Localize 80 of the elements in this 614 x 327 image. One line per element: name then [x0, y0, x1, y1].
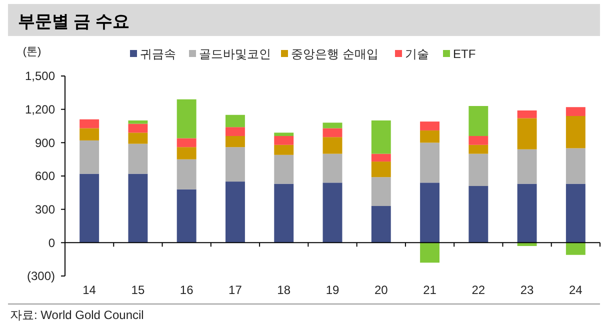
- bar: [226, 147, 245, 182]
- y-axis-title: (톤): [22, 46, 42, 58]
- bar: [274, 144, 294, 155]
- y-tick-label: 300: [34, 202, 56, 217]
- bar: [517, 149, 537, 184]
- bar: [371, 162, 391, 178]
- bar: [420, 130, 440, 143]
- bar: [274, 132, 294, 136]
- legend-label: 기술: [405, 47, 429, 61]
- bar: [322, 137, 342, 154]
- bar: [226, 127, 245, 136]
- legend-label: 귀금속: [140, 47, 176, 61]
- legend-label: 중앙은행 순매입: [291, 47, 378, 61]
- bar: [80, 119, 100, 128]
- bar: [176, 99, 196, 138]
- bar: [566, 184, 586, 243]
- bar: [566, 116, 586, 148]
- bar: [420, 182, 440, 243]
- bar: [176, 138, 196, 148]
- bar: [566, 107, 586, 116]
- bar: [322, 122, 342, 128]
- bar: [128, 124, 148, 133]
- bar: [566, 242, 586, 255]
- bar: [274, 154, 294, 184]
- bar: [322, 182, 342, 243]
- bar: [468, 144, 488, 154]
- x-tick-label: 15: [131, 283, 145, 297]
- bar: [371, 177, 391, 206]
- bar: [274, 184, 294, 243]
- x-tick-label: 19: [326, 283, 340, 297]
- x-tick-label: 23: [520, 283, 534, 297]
- bar: [226, 136, 245, 148]
- bar: [128, 132, 148, 144]
- legend-label: 골드바및코인: [199, 47, 271, 61]
- bar: [517, 118, 537, 150]
- bar: [517, 184, 537, 243]
- x-tick-label: 22: [472, 283, 486, 297]
- bar: [468, 186, 488, 243]
- bar: [517, 110, 537, 118]
- x-tick-label: 14: [82, 283, 96, 297]
- x-tick-label: 20: [374, 283, 388, 297]
- bar: [468, 106, 488, 136]
- bar: [468, 154, 488, 186]
- bar: [371, 120, 391, 154]
- y-tick-label: 900: [34, 136, 56, 150]
- y-tick-label: (300): [26, 269, 55, 284]
- bar: [176, 147, 196, 160]
- y-tick-label: 0: [48, 236, 56, 250]
- x-tick-label: 18: [277, 283, 291, 297]
- legend-label: ETF: [453, 47, 476, 61]
- bar: [420, 242, 440, 263]
- bar: [80, 174, 100, 243]
- bar: [176, 189, 196, 243]
- bar: [128, 144, 148, 174]
- bar: [226, 182, 245, 243]
- bar: [176, 159, 196, 190]
- bar: [80, 140, 100, 174]
- bar: [468, 136, 488, 145]
- bar: [226, 114, 245, 128]
- bar: [371, 206, 391, 243]
- bar: [128, 174, 148, 243]
- bar: [322, 154, 342, 183]
- bar: [322, 128, 342, 138]
- bar: [517, 242, 537, 246]
- x-tick-label: 16: [180, 283, 194, 297]
- x-tick-label: 17: [228, 283, 242, 297]
- bar: [420, 142, 440, 183]
- bar: [274, 136, 294, 145]
- text: 자료: World Gold Council: [10, 308, 144, 322]
- bar: [420, 122, 440, 130]
- x-tick-label: 21: [423, 283, 437, 297]
- bar: [371, 154, 391, 162]
- bar: [80, 128, 100, 140]
- y-tick-label: 1,200: [24, 102, 56, 117]
- y-tick-label: 1,500: [24, 69, 56, 84]
- chart-title: 부문별 금 수요: [18, 12, 130, 31]
- bar: [566, 148, 586, 184]
- y-tick-label: 600: [34, 169, 56, 184]
- x-tick-label: 24: [569, 283, 583, 297]
- bar: [128, 120, 148, 124]
